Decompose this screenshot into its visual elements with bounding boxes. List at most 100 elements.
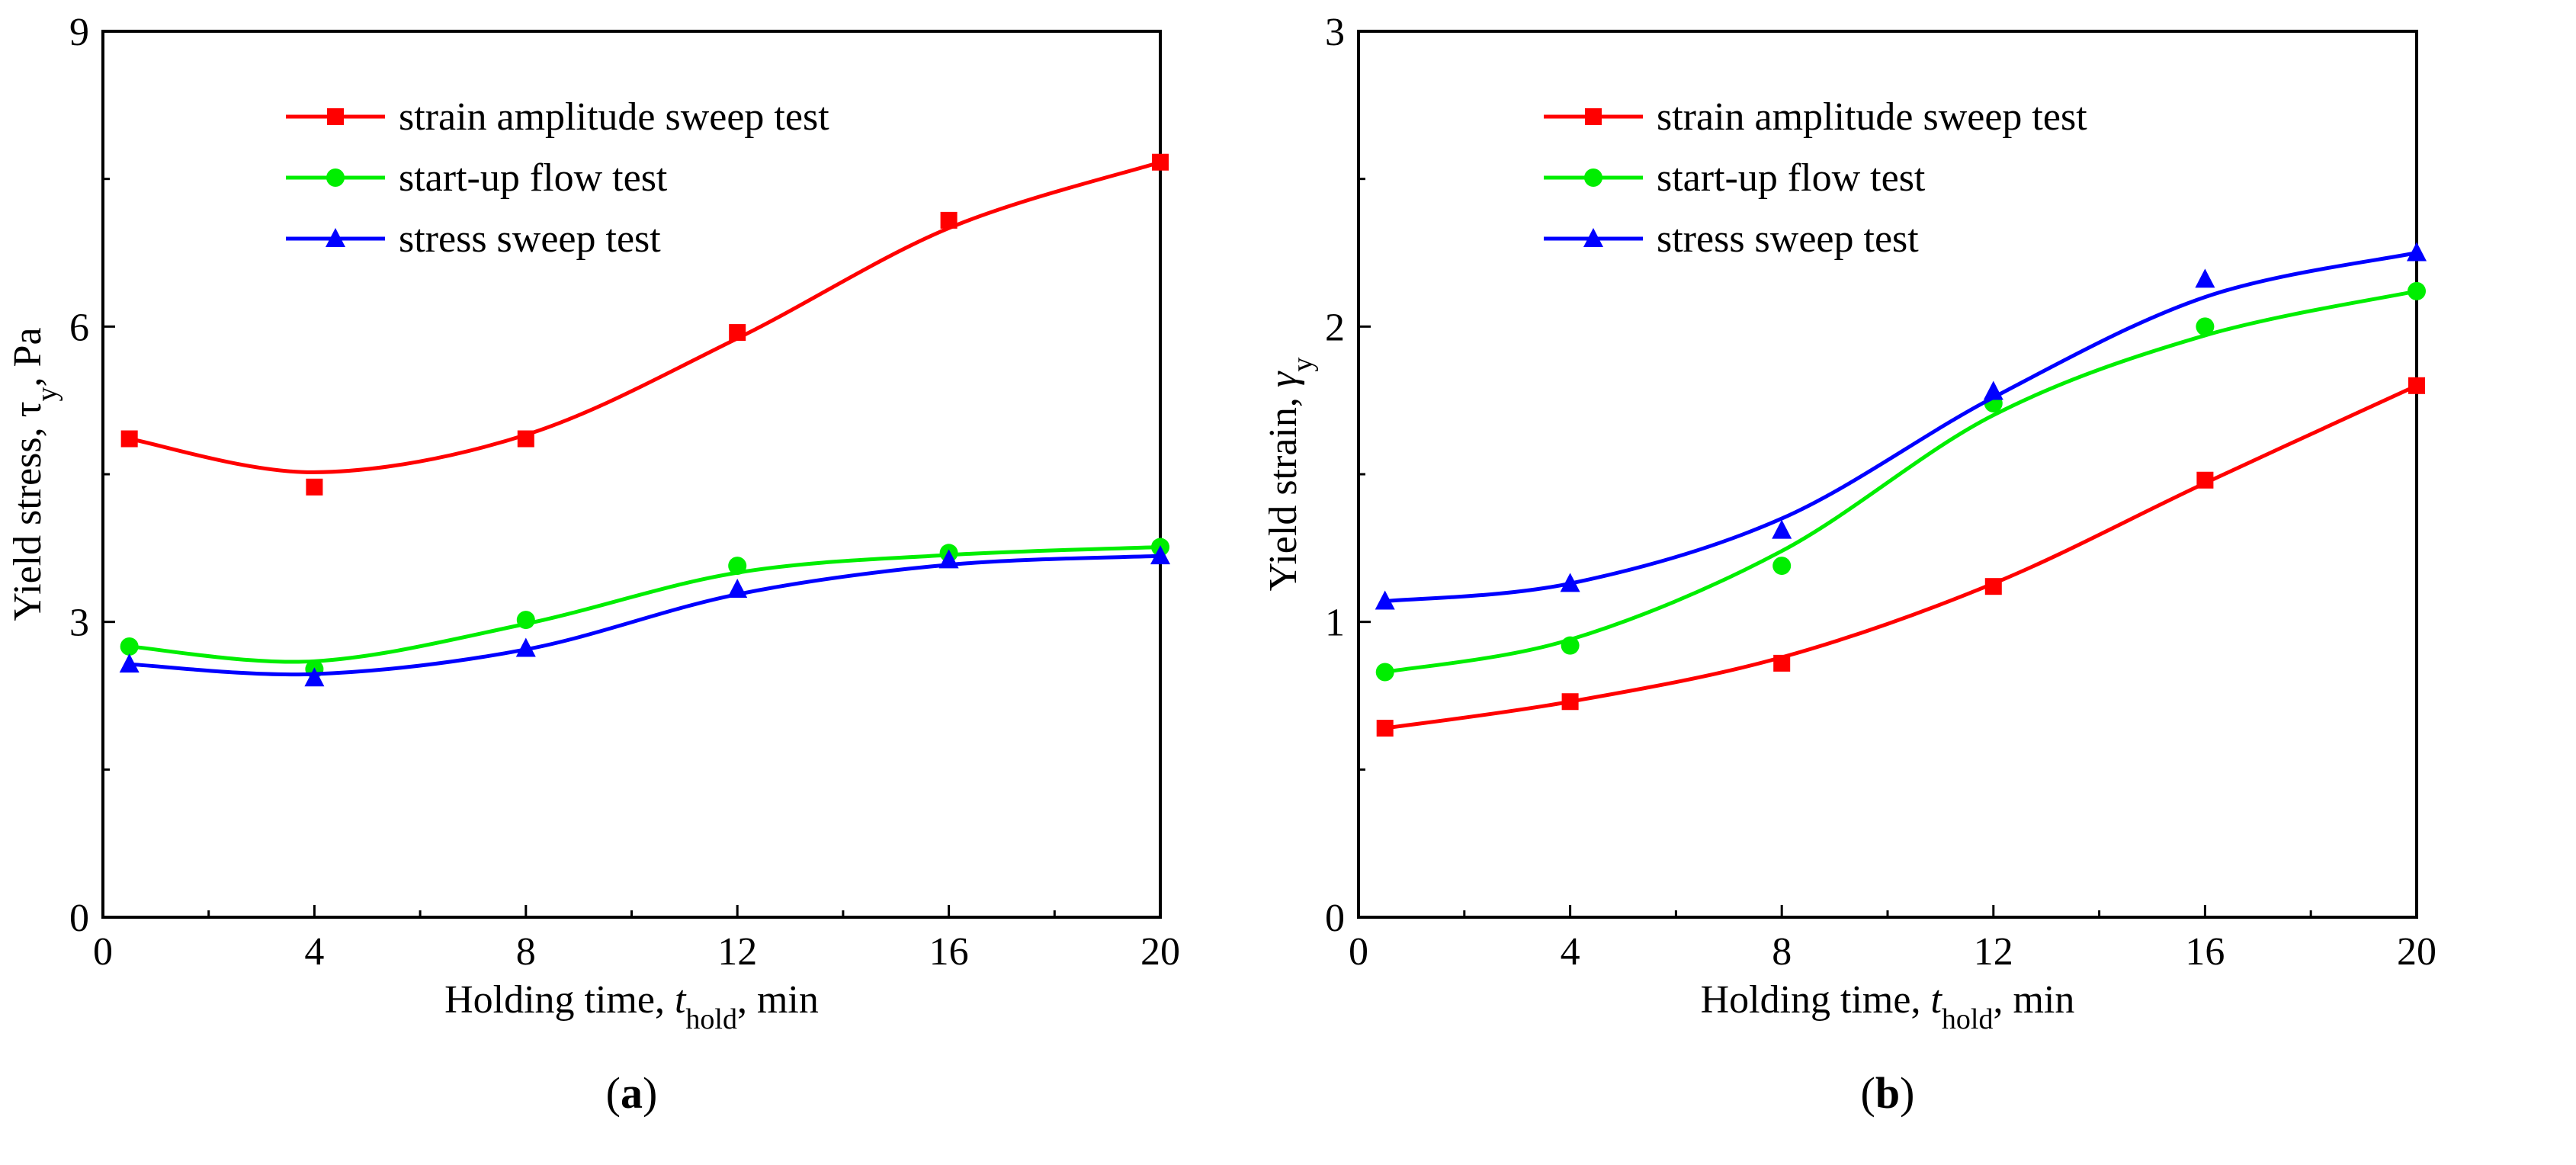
legend-marker	[1584, 168, 1602, 187]
y-tick-label: 2	[1325, 306, 1345, 349]
y-tick-label: 3	[1325, 11, 1345, 54]
legend-entry: stress sweep test	[286, 217, 661, 261]
tspan: b	[1875, 1068, 1900, 1118]
legend-marker	[326, 228, 345, 247]
legend-marker	[1585, 108, 1602, 125]
data-point	[119, 653, 140, 673]
fit-curve	[1384, 251, 2417, 604]
tspan: )	[1900, 1068, 1914, 1118]
tspan: Yield strain,	[1262, 387, 1305, 591]
chart-panel-a: 0 4 8 12 16 20 0 3 6 9 Holding time, thold, min Yie…	[6, 11, 1180, 1118]
data-point	[727, 579, 748, 599]
data-point	[1772, 557, 1792, 576]
fit-curve	[129, 545, 1161, 664]
x-tick-label: 20	[2397, 930, 2436, 974]
data-point	[304, 667, 325, 687]
tspan: τ	[6, 401, 50, 417]
data-point	[1375, 590, 1395, 610]
tspan: Holding time,	[444, 978, 675, 1022]
legend-label: strain amplitude sweep test	[399, 95, 829, 139]
tspan: y	[1287, 358, 1319, 372]
tspan: t	[675, 978, 687, 1022]
x-tick-label: 4	[1561, 930, 1580, 974]
data-point	[940, 211, 958, 229]
tspan: (	[1861, 1068, 1875, 1118]
data-point	[2196, 471, 2214, 489]
series-circle	[1375, 281, 2426, 682]
x-tick-label: 0	[93, 930, 113, 974]
data-point	[1984, 578, 2002, 595]
data-point	[120, 637, 139, 656]
data-point	[515, 637, 536, 657]
y-tick-label: 0	[69, 897, 89, 940]
data-point	[306, 478, 323, 496]
tspan: , Pa	[6, 327, 50, 387]
tspan: a	[621, 1068, 643, 1118]
x-tick-label: 16	[929, 930, 969, 974]
y-tick-label: 3	[69, 602, 89, 645]
legend-label: start-up flow test	[1657, 156, 1926, 200]
x-tick-label: 12	[1974, 930, 2013, 974]
y-tick-label: 9	[69, 11, 89, 54]
fit-curve	[129, 160, 1161, 474]
legend-label: start-up flow test	[399, 156, 668, 200]
x-tick-label: 12	[717, 930, 757, 974]
data-point	[1150, 545, 1170, 565]
legend-entry: stress sweep test	[1544, 217, 1919, 261]
legend-marker	[1583, 228, 1603, 247]
x-tick-label: 8	[1772, 930, 1792, 974]
tspan: Yield stress,	[6, 417, 50, 621]
legend-entry: strain amplitude sweep test	[286, 95, 829, 139]
x-tick-label: 4	[304, 930, 324, 974]
legend-label: strain amplitude sweep test	[1657, 95, 2087, 139]
data-point	[1560, 573, 1580, 592]
x-axis-label: Holding time, thold, min	[444, 978, 819, 1035]
legend-entry: strain amplitude sweep test	[1544, 95, 2087, 139]
y-axis-label: Yield stress, τy, Pa	[6, 327, 63, 621]
y-tick-label: 0	[1325, 897, 1345, 940]
data-point	[1152, 153, 1169, 171]
data-point	[1772, 519, 1792, 539]
data-point	[2407, 242, 2427, 262]
data-point	[2408, 281, 2426, 300]
data-point	[728, 557, 747, 576]
legend-entry: start-up flow test	[1544, 156, 1926, 200]
data-point	[1375, 663, 1394, 682]
y-tick-label: 1	[1325, 602, 1345, 645]
data-point	[1376, 720, 1394, 737]
fit-curve	[1384, 384, 2418, 730]
tspan: )	[643, 1068, 657, 1118]
data-point	[1983, 380, 2003, 400]
legend-label: stress sweep test	[1657, 217, 1919, 261]
panel-label: (a)	[606, 1068, 658, 1118]
tspan: hold	[1942, 1003, 1994, 1035]
data-point	[2196, 317, 2215, 336]
legend-marker	[326, 168, 345, 187]
y-axis-label: Yield strain, γy	[1262, 358, 1319, 592]
data-point	[517, 430, 534, 448]
series-triangle	[119, 545, 1170, 687]
legend-marker	[327, 108, 344, 125]
data-point	[729, 324, 746, 342]
tspan: hold	[685, 1003, 737, 1035]
data-point	[2408, 377, 2425, 394]
data-point	[1561, 693, 1579, 711]
series-triangle	[1375, 242, 2427, 610]
data-point	[938, 549, 959, 569]
fit-curve	[129, 554, 1161, 677]
tspan: Holding time,	[1701, 978, 1931, 1022]
tspan: γ	[1262, 371, 1305, 387]
legend-label: stress sweep test	[399, 217, 661, 261]
tspan: (	[606, 1068, 621, 1118]
panel-label: (b)	[1861, 1068, 1915, 1118]
x-tick-label: 8	[516, 930, 536, 974]
tspan: , min	[1993, 978, 2074, 1022]
data-point	[1561, 636, 1580, 655]
data-point	[120, 430, 138, 448]
tspan: , min	[737, 978, 819, 1022]
legend-entry: start-up flow test	[286, 156, 668, 200]
data-point	[1773, 654, 1791, 672]
x-tick-label: 16	[2185, 930, 2225, 974]
